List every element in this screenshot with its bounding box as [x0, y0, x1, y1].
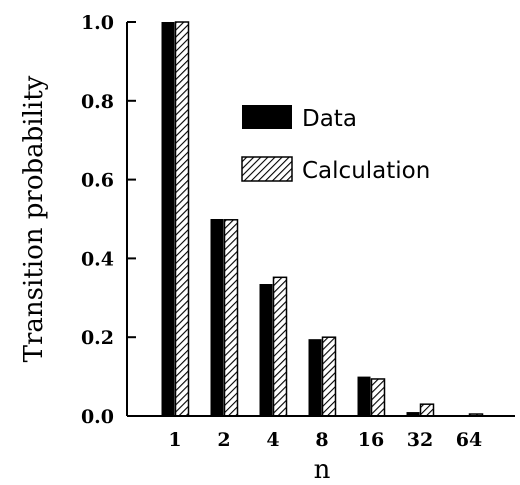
- y-tick-label: 0.0: [81, 406, 114, 428]
- bar-calculation-2: [223, 219, 239, 417]
- bar-data-1: [161, 22, 175, 416]
- y-axis-title: Transition probability: [19, 75, 49, 362]
- legend-swatch-calculation: [241, 156, 293, 182]
- x-ticks-group: 1 2 4 8 16 32 64: [168, 429, 482, 451]
- x-tick-label: 16: [358, 429, 384, 451]
- x-axis-title: n: [314, 455, 331, 485]
- bar-calculation-16: [370, 378, 386, 417]
- bar-calculation-32: [419, 403, 435, 417]
- axes: [126, 22, 515, 417]
- bar-data-4: [259, 284, 273, 416]
- bar-data-16: [357, 376, 371, 416]
- y-tick-label: 0.2: [81, 327, 114, 349]
- legend: Data Calculation: [241, 105, 430, 184]
- x-tick-label: 32: [407, 429, 433, 451]
- legend-label-calculation: Calculation: [302, 158, 430, 184]
- x-tick-label: 8: [315, 429, 328, 451]
- x-tick-label: 1: [168, 429, 181, 451]
- x-tick-label: 2: [217, 429, 230, 451]
- y-tick-label: 0.4: [81, 248, 114, 270]
- x-tick-label: 64: [456, 429, 482, 451]
- x-tick-label: 4: [266, 429, 279, 451]
- bar-calculation-8: [321, 336, 337, 417]
- legend-swatch-data: [242, 105, 292, 129]
- bar-calculation-4: [272, 276, 288, 417]
- y-tick-label: 1.0: [81, 12, 114, 34]
- bar-calculation-1: [174, 21, 190, 417]
- bar-data-32: [406, 412, 420, 416]
- bar-data-8: [308, 339, 322, 416]
- y-ticks-group: 0.0 0.2 0.4 0.6 0.8 1.0: [81, 12, 136, 428]
- legend-label-data: Data: [302, 106, 357, 132]
- y-tick-label: 0.8: [81, 91, 114, 113]
- bars-group: [161, 21, 484, 417]
- bar-data-2: [210, 219, 224, 416]
- y-tick-label: 0.6: [81, 170, 114, 192]
